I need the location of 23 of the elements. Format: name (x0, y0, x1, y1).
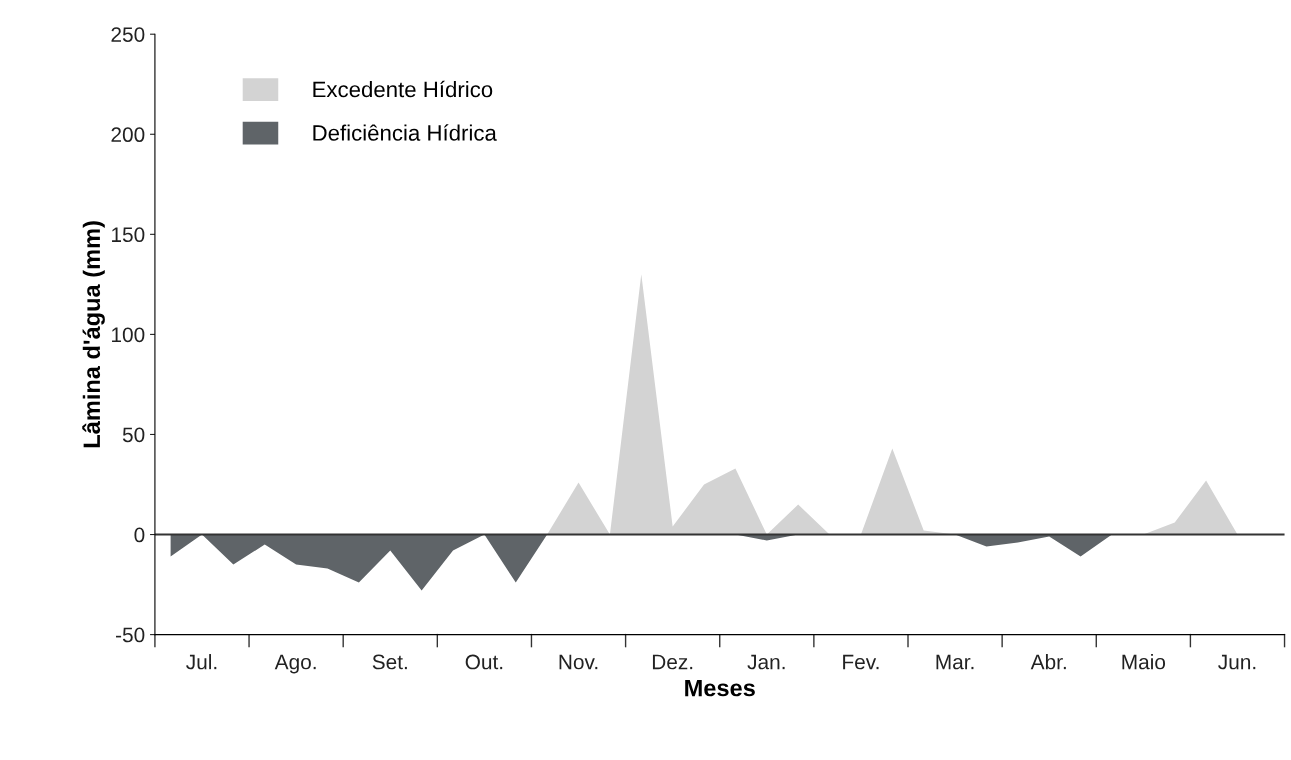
x-tick-label: Maio (1122, 654, 1166, 670)
y-axis-title: Lâmina d'água (mm) (82, 221, 105, 448)
legend-label: Deficiência Hídrica (313, 124, 497, 141)
y-tick-label: 100 (112, 327, 145, 343)
x-tick-label: Fev. (843, 654, 879, 670)
y-tick-label: 150 (112, 227, 145, 243)
x-tick-label: Out. (465, 654, 503, 670)
x-tick-label: Jan. (747, 654, 785, 670)
x-tick-label: Abr. (1030, 654, 1066, 670)
x-tick-label: Set. (372, 654, 407, 670)
y-tick-label: 0 (134, 527, 145, 543)
x-axis-title: Meses (685, 679, 755, 697)
y-tick-label: -50 (116, 627, 145, 643)
x-tick-label: Dez. (652, 654, 693, 670)
x-tick-label: Ago. (274, 654, 316, 674)
x-tick-label: Mar. (936, 654, 974, 670)
x-tick-label: Nov. (559, 654, 598, 670)
y-tick-label: 50 (122, 427, 145, 443)
y-tick-label: 250 (111, 27, 145, 42)
legend-label: Excedente Hídrico (313, 80, 493, 98)
y-tick-label: 200 (111, 127, 145, 143)
x-tick-label: Jul. (186, 654, 217, 670)
x-tick-label: Jun. (1218, 654, 1256, 670)
